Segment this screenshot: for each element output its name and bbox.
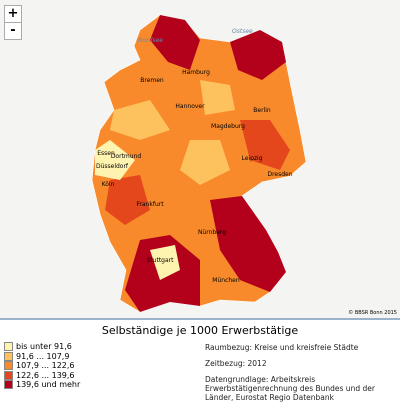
city-label: München [212, 277, 240, 284]
copyright: © BBSR Bonn 2015 [348, 309, 397, 316]
legend-label: 107,9 ... 122,6 [16, 361, 75, 371]
legend-label: bis unter 91,6 [16, 342, 72, 352]
raumbezug: Raumbezug: Kreise und kreisfreie Städte [205, 343, 359, 352]
city-label: Nürnberg [198, 229, 226, 236]
zoom-out[interactable]: - [4, 22, 22, 40]
legend: bis unter 91,6 91,6 ... 107,9 107,9 ... 12… [4, 342, 80, 390]
legend-swatch [4, 351, 13, 361]
city-labels: Hamburg Bremen Hannover Berlin Magdeburg Leip… [96, 69, 293, 284]
zoom-in[interactable]: + [4, 5, 22, 23]
legend-label: 122,6 ... 139,6 [16, 370, 75, 380]
city-label: Stuttgart [147, 257, 175, 264]
legend-item: 91,6 ... 107,9 [4, 351, 80, 362]
legend-swatch [4, 361, 13, 371]
legend-label: 91,6 ... 107,9 [16, 351, 70, 361]
sea-label: Nordsee [138, 37, 163, 44]
city-label: Köln [102, 181, 115, 188]
city-label: Frankfurt [136, 201, 164, 208]
city-label: Bremen [140, 77, 164, 84]
legend-label: 139,6 und mehr [16, 380, 81, 390]
city-label: Hannover [175, 103, 205, 110]
map: Nordsee Ostsee Hamburg Bremen Hannover Berl… [0, 0, 400, 320]
sea-label: Ostsee [232, 28, 253, 35]
city-label: Düsseldorf [96, 163, 129, 170]
region-patches [95, 15, 290, 312]
legend-item: 107,9 ... 122,6 [4, 361, 80, 371]
city-label: Dresden [267, 171, 292, 178]
map-title: Selbständige je 1000 Erwerbstätige [101, 324, 299, 337]
datengrundlage: Datengrundlage: Arbeitskreis Erwerbstäti… [205, 375, 375, 402]
legend-swatch [4, 380, 13, 390]
city-label: Hamburg [182, 69, 210, 76]
legend-item: 139,6 und mehr [4, 380, 80, 390]
legend-item: 122,6 ... 139,6 [4, 370, 80, 381]
city-label: Dortmund [111, 153, 142, 160]
legend-swatch [4, 342, 13, 352]
city-label: Berlin [253, 107, 271, 114]
city-label: Magdeburg [211, 123, 245, 130]
zeitbezug: Zeitbezug: 2012 [205, 359, 267, 368]
city-label: Leipzig [241, 155, 262, 162]
legend-item: bis unter 91,6 [4, 342, 80, 352]
city-label: Essen [97, 150, 115, 157]
info-panel: Raumbezug: Kreise und kreisfreie Städte … [205, 343, 397, 409]
legend-swatch [4, 370, 13, 380]
